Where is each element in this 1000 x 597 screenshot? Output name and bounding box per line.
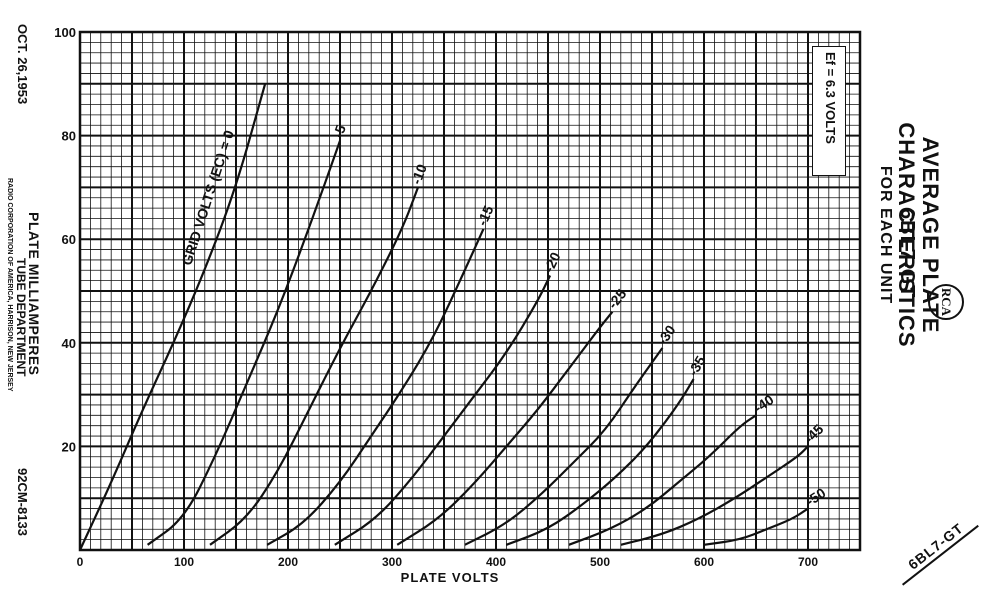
rca-logo: RCA xyxy=(928,284,964,320)
department-label: TUBE DEPARTMENT xyxy=(14,258,28,377)
x-tick-label: 500 xyxy=(590,555,610,569)
x-tick-label: 0 xyxy=(77,555,84,569)
curve-label: -20 xyxy=(540,249,563,274)
y-tick-label: 60 xyxy=(62,232,76,247)
date-label: OCT. 26,1953 xyxy=(15,24,30,105)
x-tick-label: 300 xyxy=(382,555,402,569)
curve-label: -30 xyxy=(654,322,679,348)
y-tick-label: 100 xyxy=(54,25,76,40)
x-tick-label: 200 xyxy=(278,555,298,569)
curve-ec--50 xyxy=(703,507,809,546)
chart-curves xyxy=(79,83,809,551)
chart-axes: 0 100 200 300 400 500 600 700 20 40 60 80 100 PLATE V… xyxy=(54,25,862,585)
curve-ec--20 xyxy=(334,274,552,546)
document-number: 92CM-8133 xyxy=(15,468,30,536)
curve-label: -10 xyxy=(408,162,430,187)
x-tick-label: 400 xyxy=(486,555,506,569)
curve-label: -15 xyxy=(474,203,497,228)
x-tick-label: 100 xyxy=(174,555,194,569)
curve-label: -5 xyxy=(330,123,349,140)
curve-ec--10 xyxy=(209,187,420,546)
curve-ec-0 xyxy=(79,83,267,551)
x-tick-label: 700 xyxy=(798,555,818,569)
x-axis-label: PLATE VOLTS xyxy=(401,570,500,585)
y-tick-label: 20 xyxy=(62,439,76,454)
curve-label: -45 xyxy=(801,421,827,447)
tube-type: 6BL7-GT xyxy=(896,208,918,299)
curve-ec--40 xyxy=(568,414,757,546)
curve-label: -25 xyxy=(604,286,629,312)
curve-ec--30 xyxy=(464,347,664,546)
curve-ec--35 xyxy=(506,378,695,546)
y-tick-label: 40 xyxy=(62,336,76,351)
corporation-label: RADIO CORPORATION OF AMERICA, HARRISON, … xyxy=(6,178,13,392)
curve-label: -35 xyxy=(684,353,708,379)
curve-ec--45 xyxy=(620,445,809,546)
x-tick-label: 600 xyxy=(694,555,714,569)
curve-ec--15 xyxy=(266,228,485,546)
heater-note-box xyxy=(812,46,846,176)
chart-grid xyxy=(79,31,861,551)
plot-frame xyxy=(78,30,862,552)
y-axis-label: PLATE MILLIAMPERES xyxy=(26,212,42,376)
y-tick-label: 80 xyxy=(62,129,76,144)
heater-note: Ef = 6.3 VOLTS xyxy=(823,52,838,144)
chart-subtitle: FOR EACH UNIT xyxy=(877,165,894,305)
curve-ec--25 xyxy=(396,311,614,546)
curve-ec--5 xyxy=(146,140,342,546)
